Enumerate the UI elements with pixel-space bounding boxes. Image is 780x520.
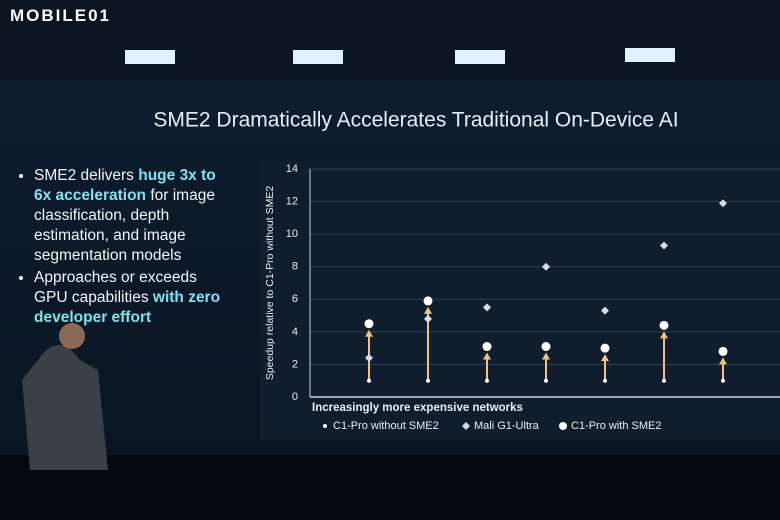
ceiling [0,0,780,80]
point [600,343,610,353]
point [364,319,374,329]
stage-light [455,50,505,64]
arrow-head [424,306,432,314]
diamond-point [660,241,668,250]
arrow-head [542,352,550,360]
point [662,378,666,383]
point [659,320,669,330]
bullet: SME2 delivers huge 3x to 6x acceleration… [34,166,234,266]
stage-light [125,50,175,64]
legend-marker [323,424,327,428]
stage-light [293,50,343,64]
y-tick-label: 10 [286,228,298,240]
y-axis-label: Speedup relative to C1-Pro without SME2 [264,186,276,381]
watermark: MOBILE01 [10,6,112,25]
y-tick-label: 6 [292,293,298,305]
legend-label: C1-Pro with SME2 [571,420,661,432]
highlight-text: with zero developer effort [34,289,221,326]
arrow-head [719,357,727,365]
highlight-text: huge 3x to 6x acceleration [34,167,216,204]
bullet-list: SME2 delivers huge 3x to 6x acceleration… [14,166,234,330]
audience [0,455,780,520]
bullet: Approaches or exceeds GPU capabilities w… [34,268,234,328]
diamond-point [424,314,432,323]
point [541,342,551,352]
y-tick-label: 4 [292,326,298,338]
bullet-text: for image classification, depth estimati… [34,187,215,264]
point [485,378,489,383]
arrow-head [365,329,373,337]
point [718,346,728,356]
point [482,342,492,352]
point [367,378,371,383]
point [544,378,548,383]
point [426,378,430,383]
diamond-point [601,306,609,315]
diamond-point [483,303,491,312]
plot-panel [260,160,780,440]
legend-label: Mali G1-Ultra [474,420,540,432]
point [721,378,725,383]
point [423,296,433,306]
y-tick-label: 8 [292,261,298,273]
arrow-head [483,352,491,360]
presenter-head [59,323,85,349]
bullets: SME2 delivers huge 3x to 6x acceleration… [14,166,234,328]
diamond-point [365,353,373,362]
y-tick-label: 2 [292,358,298,370]
y-tick-label: 14 [286,163,298,175]
point [603,378,607,383]
arrow-head [601,354,609,362]
diamond-point [719,199,727,208]
arrow-head [660,331,668,339]
legend-marker [559,422,567,430]
bullet-text: SME2 delivers [34,167,139,184]
legend-label: C1-Pro without SME2 [333,420,439,432]
presenter [22,345,108,470]
y-tick-label: 12 [286,195,298,207]
y-tick-label: 0 [292,391,298,403]
chart-title: SME2 Dramatically Accelerates Traditiona… [153,109,678,132]
stage-light [625,48,675,62]
diamond-point [542,262,550,271]
legend-marker [462,422,470,430]
x-axis-label: Increasingly more expensive networks [312,402,523,414]
bullet-text: Approaches or exceeds GPU capabilities [34,269,197,306]
